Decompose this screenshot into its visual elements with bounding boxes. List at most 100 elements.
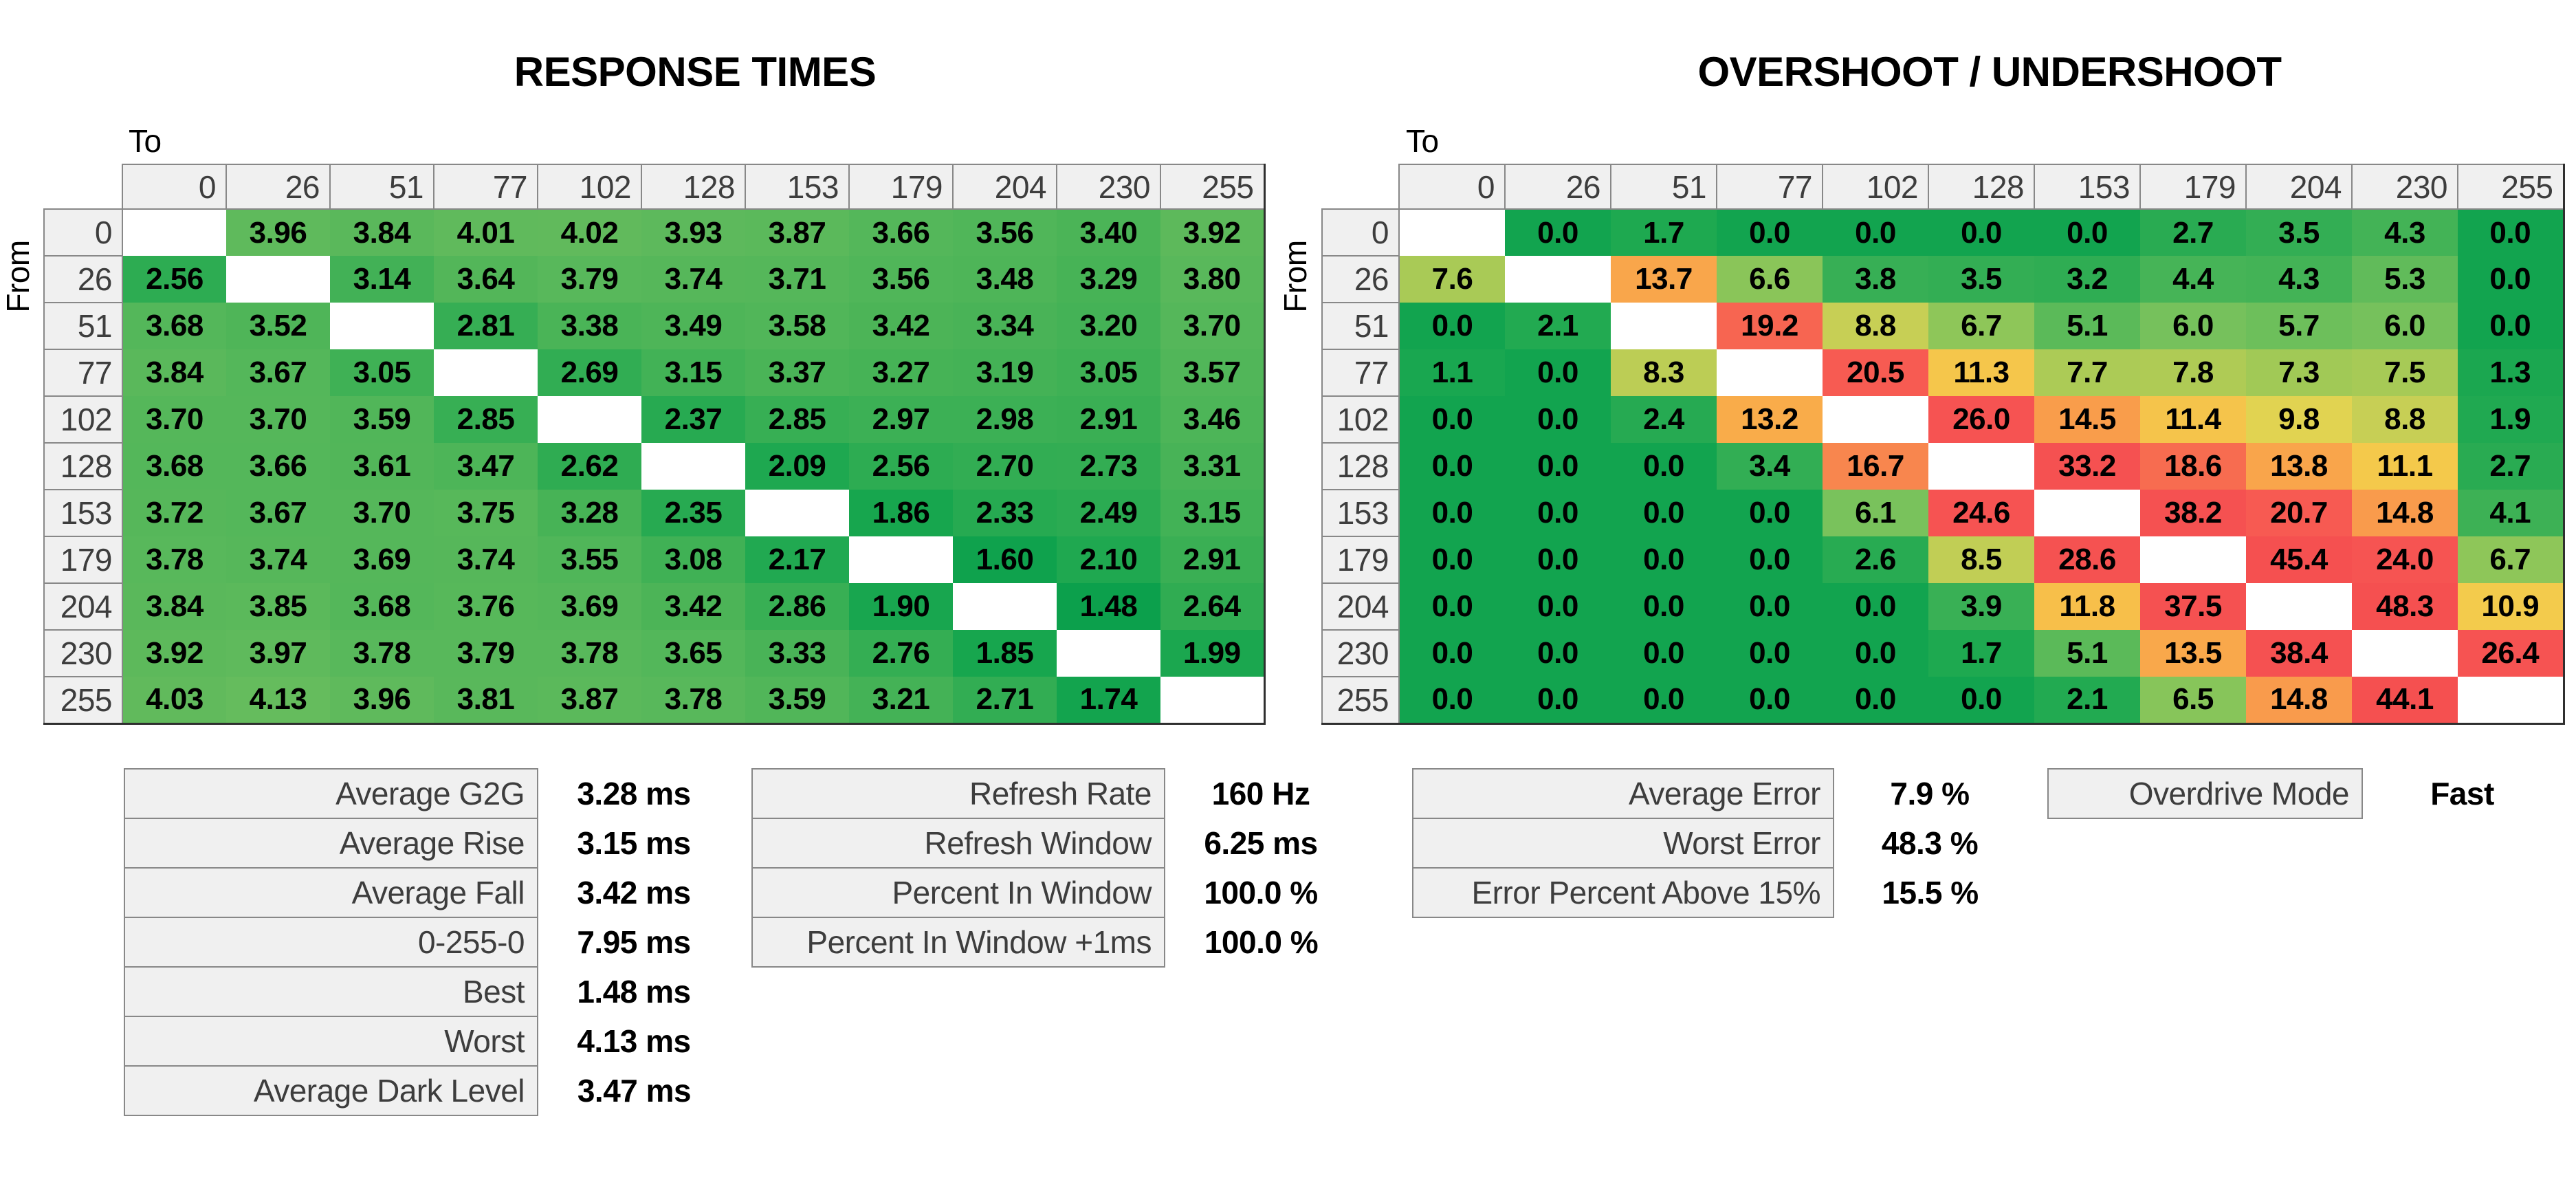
row-header: 255 (1321, 676, 1400, 724)
diagonal-cell (2458, 677, 2564, 723)
stat-label: Average G2G (124, 768, 538, 819)
overdrive-mode-label: Overdrive Mode (2047, 768, 2363, 819)
heatmap-cell: 3.67 (226, 490, 330, 536)
heatmap-cell: 1.99 (1160, 630, 1264, 677)
heatmap-cell: 6.0 (2140, 303, 2246, 349)
diagonal-cell (1057, 630, 1160, 677)
row-header: 153 (43, 489, 123, 537)
heatmap-cell: 20.5 (1823, 349, 1928, 396)
heatmap-cell: 2.91 (1057, 396, 1160, 443)
heatmap-cell: 3.49 (641, 303, 745, 349)
heatmap-cell: 2.91 (1160, 536, 1264, 583)
diagonal-cell (2140, 536, 2246, 583)
heatmap-cell: 0.0 (1505, 536, 1611, 583)
heatmap-cell: 0.0 (1611, 630, 1717, 677)
heatmap-cell: 0.0 (1823, 583, 1928, 630)
heatmap-cell: 3.87 (745, 209, 849, 256)
heatmap-cell: 2.1 (2034, 677, 2140, 723)
heatmap-cell: 3.84 (122, 349, 226, 396)
heatmap-cell: 1.90 (849, 583, 953, 630)
row-header: 26 (1321, 255, 1400, 303)
col-header: 255 (2457, 164, 2564, 210)
heatmap-cell: 44.1 (2352, 677, 2458, 723)
heatmap-cell: 3.69 (330, 536, 434, 583)
heatmap-cell: 3.05 (330, 349, 434, 396)
col-header: 77 (1716, 164, 1823, 210)
diagonal-cell (2034, 490, 2140, 536)
heatmap-cell: 3.65 (641, 630, 745, 677)
col-header: 26 (1504, 164, 1611, 210)
heatmap-cell: 24.6 (1928, 490, 2034, 536)
heatmap-cell: 20.7 (2246, 490, 2352, 536)
heatmap-cell: 2.6 (1823, 536, 1928, 583)
heatmap-cell: 3.71 (745, 256, 849, 303)
heatmap-cell: 3.74 (226, 536, 330, 583)
diagonal-cell (434, 349, 538, 396)
heatmap-cell: 6.0 (2352, 303, 2458, 349)
diagonal-cell (641, 443, 745, 490)
heatmap-cell: 14.8 (2352, 490, 2458, 536)
stat-label: Best (124, 966, 538, 1017)
heatmap-cell: 3.66 (226, 443, 330, 490)
heatmap-cell: 2.71 (953, 677, 1057, 723)
heatmap-cell: 7.7 (2034, 349, 2140, 396)
heatmap-cell: 4.02 (538, 209, 641, 256)
col-header: 102 (1822, 164, 1929, 210)
col-header: 26 (225, 164, 331, 210)
heatmap-cell: 6.5 (2140, 677, 2246, 723)
row-header: 204 (43, 582, 123, 631)
heatmap-cell: 3.27 (849, 349, 953, 396)
heatmap-cell: 3.05 (1057, 349, 1160, 396)
heatmap-cell: 0.0 (1717, 536, 1823, 583)
heatmap-cell: 0.0 (2458, 303, 2564, 349)
heatmap-cell: 8.8 (1823, 303, 1928, 349)
heatmap-cell: 6.7 (1928, 303, 2034, 349)
heatmap-cell: 3.28 (538, 490, 641, 536)
col-header: 204 (2245, 164, 2353, 210)
col-header: 51 (1610, 164, 1717, 210)
heatmap-cell: 3.78 (122, 536, 226, 583)
heatmap-cell: 0.0 (1505, 209, 1611, 256)
heatmap-cell: 0.0 (1399, 396, 1505, 443)
heatmap-cell: 2.70 (953, 443, 1057, 490)
heatmap-cell: 5.7 (2246, 303, 2352, 349)
stat-label: Worst Error (1412, 818, 1834, 869)
diagonal-cell (538, 396, 641, 443)
heatmap-cell: 38.4 (2246, 630, 2352, 677)
heatmap-cell: 3.57 (1160, 349, 1264, 396)
heatmap-cell: 3.74 (641, 256, 745, 303)
heatmap-cell: 3.38 (538, 303, 641, 349)
heatmap-cell: 0.0 (1505, 396, 1611, 443)
col-header: 77 (433, 164, 538, 210)
row-header: 0 (1321, 208, 1400, 257)
heatmap-cell: 1.86 (849, 490, 953, 536)
heatmap-cell: 3.84 (122, 583, 226, 630)
stat-value: 4.13 ms (577, 1023, 691, 1059)
heatmap-cell: 5.1 (2034, 630, 2140, 677)
diagonal-cell (2352, 630, 2458, 677)
heatmap-cell: 0.0 (1505, 630, 1611, 677)
heatmap-cell: 6.7 (2458, 536, 2564, 583)
heatmap-cell: 3.08 (641, 536, 745, 583)
row-header: 51 (1321, 302, 1400, 350)
heatmap-cell: 2.97 (849, 396, 953, 443)
heatmap-cell: 3.92 (1160, 209, 1264, 256)
heatmap-cell: 2.62 (538, 443, 641, 490)
heatmap-cell: 3.19 (953, 349, 1057, 396)
heatmap-cell: 3.29 (1057, 256, 1160, 303)
stat-label: Average Dark Level (124, 1065, 538, 1116)
heatmap-cell: 3.78 (330, 630, 434, 677)
heatmap-cell: 0.0 (1823, 677, 1928, 723)
stat-label: Error Percent Above 15% (1412, 867, 1834, 918)
heatmap-cell: 0.0 (1611, 677, 1717, 723)
heatmap-cell: 2.85 (434, 396, 538, 443)
heatmap-cell: 4.13 (226, 677, 330, 723)
heatmap-cell: 3.84 (330, 209, 434, 256)
stat-label: Worst (124, 1016, 538, 1067)
heatmap-cell: 3.58 (745, 303, 849, 349)
overshoot-title: OVERSHOOT / UNDERSHOOT (1697, 49, 2282, 95)
col-header: 102 (537, 164, 642, 210)
col-header: 0 (122, 164, 227, 210)
heatmap-cell: 2.33 (953, 490, 1057, 536)
diagonal-cell (330, 303, 434, 349)
